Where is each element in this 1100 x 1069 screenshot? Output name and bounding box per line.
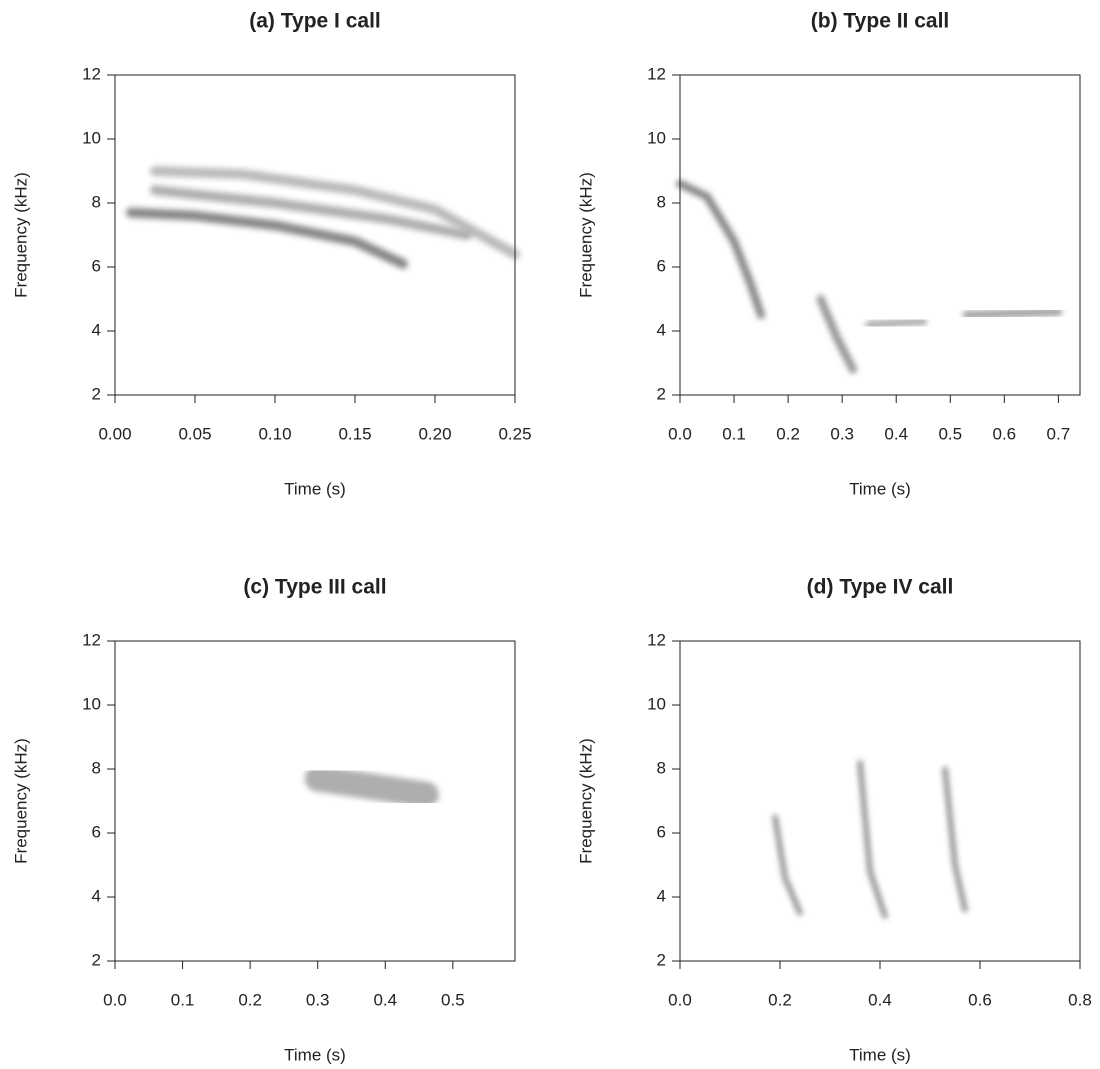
x-tick-label: 0.3 <box>830 424 854 443</box>
plot-frame <box>114 640 516 962</box>
x-tick-label: 0.4 <box>373 990 397 1009</box>
spectrogram-trace <box>126 207 408 269</box>
spectrogram-trace <box>150 185 472 240</box>
y-tick-label: 10 <box>82 128 101 147</box>
y-tick-label: 10 <box>647 128 666 147</box>
x-tick-label: 0.25 <box>498 424 531 443</box>
x-tick-label: 0.7 <box>1047 424 1071 443</box>
y-tick-label: 10 <box>82 694 101 713</box>
plot-frame <box>114 74 516 396</box>
x-tick-label: 0.2 <box>768 990 792 1009</box>
spectrogram-trace <box>816 295 857 374</box>
y-tick-label: 4 <box>92 886 101 905</box>
y-tick-label: 6 <box>657 256 666 275</box>
spectrogram-trace <box>962 307 1063 319</box>
spectrogram-trace <box>150 166 520 260</box>
x-tick-label: 0.4 <box>884 424 908 443</box>
x-tick-label: 0.10 <box>258 424 291 443</box>
y-tick-label: 12 <box>82 630 101 649</box>
x-tick-label: 0.6 <box>968 990 992 1009</box>
y-tick-label: 4 <box>92 320 101 339</box>
spectrogram-trace <box>857 760 888 919</box>
plot-frame <box>679 74 1081 396</box>
panel-title: (b) Type II call <box>811 10 949 33</box>
x-tick-label: 0.15 <box>338 424 371 443</box>
y-tick-label: 8 <box>657 758 666 777</box>
x-tick-label: 0.8 <box>1068 990 1092 1009</box>
x-tick-label: 0.05 <box>178 424 211 443</box>
y-tick-label: 12 <box>647 64 666 83</box>
x-tick-label: 0.0 <box>668 424 692 443</box>
spectrogram-trace <box>676 179 766 319</box>
y-axis-title: Frequency (kHz) <box>11 172 30 298</box>
y-tick-label: 6 <box>657 822 666 841</box>
y-tick-label: 2 <box>657 950 666 969</box>
y-tick-label: 6 <box>92 256 101 275</box>
y-tick-label: 4 <box>657 320 666 339</box>
y-axis-title: Frequency (kHz) <box>576 172 595 298</box>
x-tick-label: 0.2 <box>776 424 800 443</box>
x-axis-title: Time (s) <box>849 1045 911 1064</box>
y-axis-title: Frequency (kHz) <box>576 738 595 864</box>
x-tick-label: 0.3 <box>306 990 330 1009</box>
x-axis-title: Time (s) <box>284 1045 346 1064</box>
x-tick-label: 0.5 <box>441 990 465 1009</box>
x-tick-label: 0.1 <box>171 990 195 1009</box>
x-axis-title: Time (s) <box>849 479 911 498</box>
panel-title: (d) Type IV call <box>807 576 954 599</box>
x-tick-label: 0.0 <box>668 990 692 1009</box>
y-axis-title: Frequency (kHz) <box>11 738 30 864</box>
y-tick-label: 6 <box>92 822 101 841</box>
y-tick-label: 4 <box>657 886 666 905</box>
y-tick-label: 2 <box>657 384 666 403</box>
x-tick-label: 0.20 <box>418 424 451 443</box>
y-tick-label: 12 <box>647 630 666 649</box>
y-tick-label: 8 <box>92 192 101 211</box>
x-tick-label: 0.2 <box>238 990 262 1009</box>
y-tick-label: 2 <box>92 950 101 969</box>
y-tick-label: 8 <box>657 192 666 211</box>
y-tick-label: 2 <box>92 384 101 403</box>
y-tick-label: 8 <box>92 758 101 777</box>
spectrogram-trace <box>304 765 439 808</box>
x-tick-label: 0.1 <box>722 424 746 443</box>
x-tick-label: 0.00 <box>98 424 131 443</box>
panel-title: (a) Type I call <box>249 10 381 33</box>
x-tick-label: 0.6 <box>993 424 1017 443</box>
y-tick-label: 12 <box>82 64 101 83</box>
x-axis-title: Time (s) <box>284 479 346 498</box>
x-tick-label: 0.4 <box>868 990 892 1009</box>
spectrogram-trace <box>865 317 928 329</box>
spectrogram-trace <box>942 766 968 913</box>
spectrogram-trace <box>772 814 803 916</box>
panel-title: (c) Type III call <box>243 576 386 599</box>
plot-frame <box>679 640 1081 962</box>
x-tick-label: 0.0 <box>103 990 127 1009</box>
y-tick-label: 10 <box>647 694 666 713</box>
x-tick-label: 0.5 <box>938 424 962 443</box>
